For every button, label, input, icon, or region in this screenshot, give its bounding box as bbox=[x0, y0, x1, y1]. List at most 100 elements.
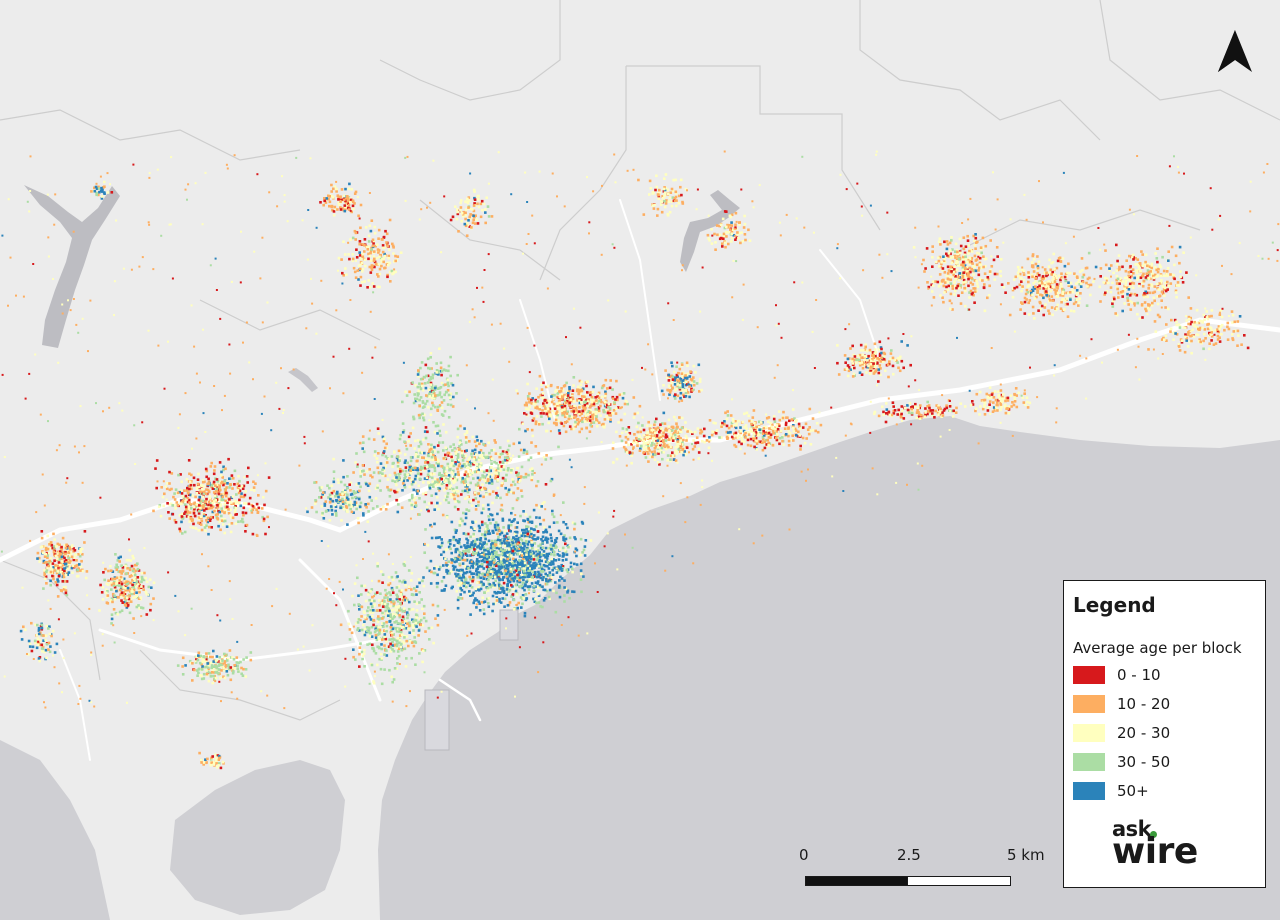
age-block-dot bbox=[225, 491, 228, 495]
age-block-dot bbox=[483, 548, 486, 552]
age-block-dot bbox=[452, 489, 456, 493]
age-block-dot bbox=[561, 546, 565, 550]
age-block-dot bbox=[434, 456, 437, 459]
age-block-dot bbox=[497, 471, 500, 475]
age-block-dot bbox=[796, 435, 800, 438]
age-block-dot bbox=[560, 563, 563, 567]
age-block-dot bbox=[495, 553, 499, 557]
age-block-dot bbox=[612, 441, 615, 444]
age-block-dot bbox=[439, 361, 443, 365]
age-block-dot bbox=[566, 570, 570, 574]
age-block-dot bbox=[199, 490, 202, 494]
age-block-dot bbox=[526, 553, 530, 556]
age-block-dot bbox=[781, 434, 785, 438]
age-block-dot bbox=[447, 451, 451, 455]
age-block-dot bbox=[227, 508, 230, 511]
age-block-dot bbox=[417, 578, 421, 581]
age-block-dot bbox=[664, 433, 668, 436]
age-block-dot bbox=[853, 355, 857, 358]
age-block-dot bbox=[438, 536, 442, 539]
age-block-dot bbox=[594, 400, 598, 404]
age-block-dot bbox=[360, 584, 363, 588]
age-block-dot bbox=[174, 521, 178, 524]
age-block-dot bbox=[388, 582, 392, 585]
age-block-dot bbox=[465, 559, 469, 562]
age-block-dot bbox=[197, 512, 201, 515]
age-block-dot bbox=[522, 531, 525, 535]
age-block-dot bbox=[648, 427, 652, 430]
age-block-dot bbox=[535, 516, 538, 519]
age-block-dot bbox=[741, 439, 744, 443]
age-block-dot bbox=[493, 460, 496, 464]
age-block-dot bbox=[616, 398, 619, 402]
age-block-dot bbox=[222, 492, 225, 496]
age-block-dot bbox=[605, 415, 608, 418]
age-block-dot bbox=[414, 621, 418, 625]
age-block-dot bbox=[575, 548, 579, 552]
age-block-dot bbox=[661, 457, 664, 461]
age-block-dot bbox=[900, 359, 904, 363]
age-block-dot bbox=[398, 638, 402, 642]
age-block-dot bbox=[574, 415, 577, 418]
age-block-dot bbox=[863, 355, 866, 358]
age-block-dot bbox=[504, 554, 507, 558]
age-block-dot bbox=[506, 554, 510, 558]
age-block-dot bbox=[477, 600, 481, 603]
age-block-dot bbox=[523, 611, 527, 615]
age-block-dot bbox=[752, 435, 755, 438]
age-block-dot bbox=[654, 444, 658, 448]
age-block-dot bbox=[262, 517, 266, 521]
age-block-dot bbox=[781, 439, 784, 443]
age-block-dot bbox=[522, 569, 526, 573]
age-block-dot bbox=[676, 438, 679, 442]
age-block-dot bbox=[508, 444, 511, 448]
age-block-dot bbox=[200, 505, 203, 508]
age-block-dot bbox=[416, 394, 420, 397]
age-block-dot bbox=[498, 600, 501, 603]
age-block-dot bbox=[391, 479, 394, 483]
age-block-dot bbox=[560, 395, 564, 398]
age-block-dot bbox=[412, 480, 415, 484]
age-block-dot bbox=[532, 537, 535, 541]
age-block-dot bbox=[367, 627, 371, 631]
age-block-dot bbox=[541, 605, 544, 609]
age-block-dot bbox=[438, 391, 442, 394]
age-block-dot bbox=[600, 395, 604, 399]
age-block-dot bbox=[501, 552, 505, 556]
age-block-dot bbox=[478, 542, 482, 545]
age-block-dot bbox=[506, 456, 509, 460]
age-block-dot bbox=[483, 479, 487, 482]
age-block-dot bbox=[578, 430, 581, 434]
age-block-dot bbox=[339, 623, 343, 627]
age-block-dot bbox=[412, 593, 415, 597]
age-block-dot bbox=[869, 359, 873, 363]
age-block-dot bbox=[197, 498, 201, 502]
age-block-dot bbox=[440, 369, 444, 373]
age-block-dot bbox=[240, 485, 244, 488]
age-block-dot bbox=[355, 622, 358, 625]
age-block-dot bbox=[532, 534, 536, 537]
age-block-dot bbox=[449, 463, 453, 467]
age-block-dot bbox=[509, 471, 513, 474]
age-block-dot bbox=[541, 535, 545, 539]
age-block-dot bbox=[555, 412, 558, 415]
age-block-dot bbox=[552, 521, 556, 524]
age-block-dot bbox=[453, 560, 457, 564]
age-block-dot bbox=[371, 614, 374, 618]
age-block-dot bbox=[581, 395, 584, 398]
age-block-dot bbox=[530, 564, 533, 567]
age-block-dot bbox=[561, 552, 565, 555]
age-block-dot bbox=[733, 432, 736, 436]
age-block-dot bbox=[442, 470, 446, 474]
age-block-dot bbox=[211, 505, 215, 509]
age-block-dot bbox=[442, 368, 446, 371]
age-block-dot bbox=[561, 405, 564, 409]
age-block-dot bbox=[759, 421, 763, 424]
age-block-dot bbox=[498, 597, 501, 601]
age-block-dot bbox=[165, 482, 169, 485]
age-block-dot bbox=[402, 562, 406, 566]
age-block-dot bbox=[457, 460, 460, 463]
age-block-dot bbox=[532, 558, 536, 561]
age-block-dot bbox=[591, 417, 594, 420]
